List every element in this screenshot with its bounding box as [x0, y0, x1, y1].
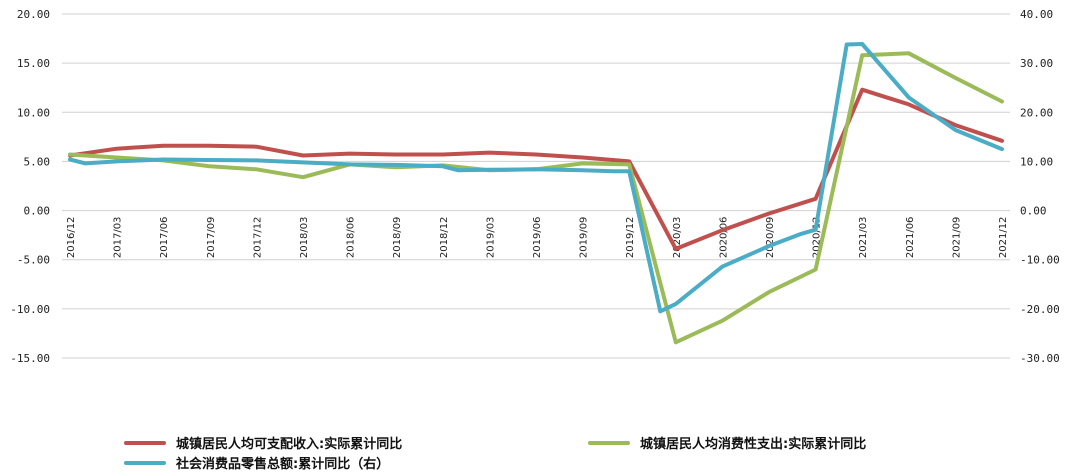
x-tick-5: 2018/03 [299, 217, 310, 259]
series-line-1 [68, 51, 1004, 345]
series-line-2 [68, 42, 1004, 314]
right-tick-5: -10.00 [1020, 254, 1060, 267]
legend-swatch-retail [124, 460, 166, 465]
left-tick-2: 10.00 [17, 106, 50, 119]
left-y-axis: 20.00 15.00 10.00 5.00 0.00 -5.00 -10.00 -15.00 [10, 8, 50, 365]
left-tick-7: -15.00 [10, 352, 50, 365]
legend-item-retail: 社会消费品零售总额:累计同比（右） [124, 453, 389, 472]
x-tick-15: 2020/09 [765, 217, 776, 259]
left-tick-6: -10.00 [10, 303, 50, 316]
legend-swatch-income [124, 440, 166, 445]
x-tick-17: 2021/03 [858, 217, 869, 259]
right-y-axis: 40.00 30.00 20.00 10.00 0.00 -10.00 -20.00 -30.… [1020, 8, 1060, 365]
x-tick-16: 2020/12 [812, 217, 823, 259]
left-tick-3: 5.00 [24, 155, 51, 168]
left-tick-5: -5.00 [17, 254, 50, 267]
x-tick-6: 2018/06 [346, 217, 357, 259]
x-tick-0: 2016/12 [66, 217, 77, 259]
x-tick-14: 2020/06 [718, 217, 729, 259]
series-lines [68, 42, 1004, 345]
x-tick-11: 2019/09 [579, 217, 590, 259]
x-tick-13: 2020/03 [672, 217, 683, 259]
x-tick-8: 2018/12 [439, 217, 450, 259]
line-chart: 20.00 15.00 10.00 5.00 0.00 -5.00 -10.00 -15.00… [10, 8, 1060, 365]
x-tick-19: 2021/09 [951, 217, 962, 259]
legend-swatch-consumption [588, 440, 630, 445]
left-tick-4: 0.00 [24, 205, 51, 218]
x-tick-20: 2021/12 [998, 217, 1009, 259]
left-tick-1: 15.00 [17, 57, 50, 70]
right-tick-0: 40.00 [1020, 8, 1053, 21]
right-tick-2: 20.00 [1020, 106, 1053, 119]
x-tick-9: 2019/03 [485, 217, 496, 259]
x-tick-7: 2018/09 [392, 217, 403, 259]
right-tick-1: 30.00 [1020, 57, 1053, 70]
x-tick-4: 2017/12 [252, 217, 263, 259]
left-tick-0: 20.00 [17, 8, 50, 21]
x-tick-10: 2019/06 [532, 217, 543, 259]
x-tick-18: 2021/06 [905, 217, 916, 259]
right-tick-6: -20.00 [1020, 303, 1060, 316]
legend-item-consumption: 城镇居民人均消费性支出:实际累计同比 [588, 433, 866, 452]
legend-item-income: 城镇居民人均可支配收入:实际累计同比 [124, 433, 402, 452]
x-tick-12: 2019/12 [625, 217, 636, 259]
x-tick-1: 2017/03 [113, 217, 124, 259]
x-tick-3: 2017/09 [206, 217, 217, 259]
right-tick-3: 10.00 [1020, 155, 1053, 168]
legend-label-consumption: 城镇居民人均消费性支出:实际累计同比 [640, 437, 867, 452]
legend-label-income: 城镇居民人均可支配收入:实际累计同比 [176, 437, 403, 452]
gridlines [62, 13, 1010, 359]
right-tick-7: -30.00 [1020, 352, 1060, 365]
right-tick-4: 0.00 [1020, 205, 1047, 218]
legend: 城镇居民人均可支配收入:实际累计同比 城镇居民人均消费性支出:实际累计同比 社会… [0, 428, 1080, 472]
x-tick-2: 2017/06 [159, 217, 170, 259]
legend-label-retail: 社会消费品零售总额:累计同比（右） [176, 457, 390, 472]
x-axis: 2016/12 2017/03 2017/06 2017/09 2017/12 2018/… [66, 217, 1009, 259]
